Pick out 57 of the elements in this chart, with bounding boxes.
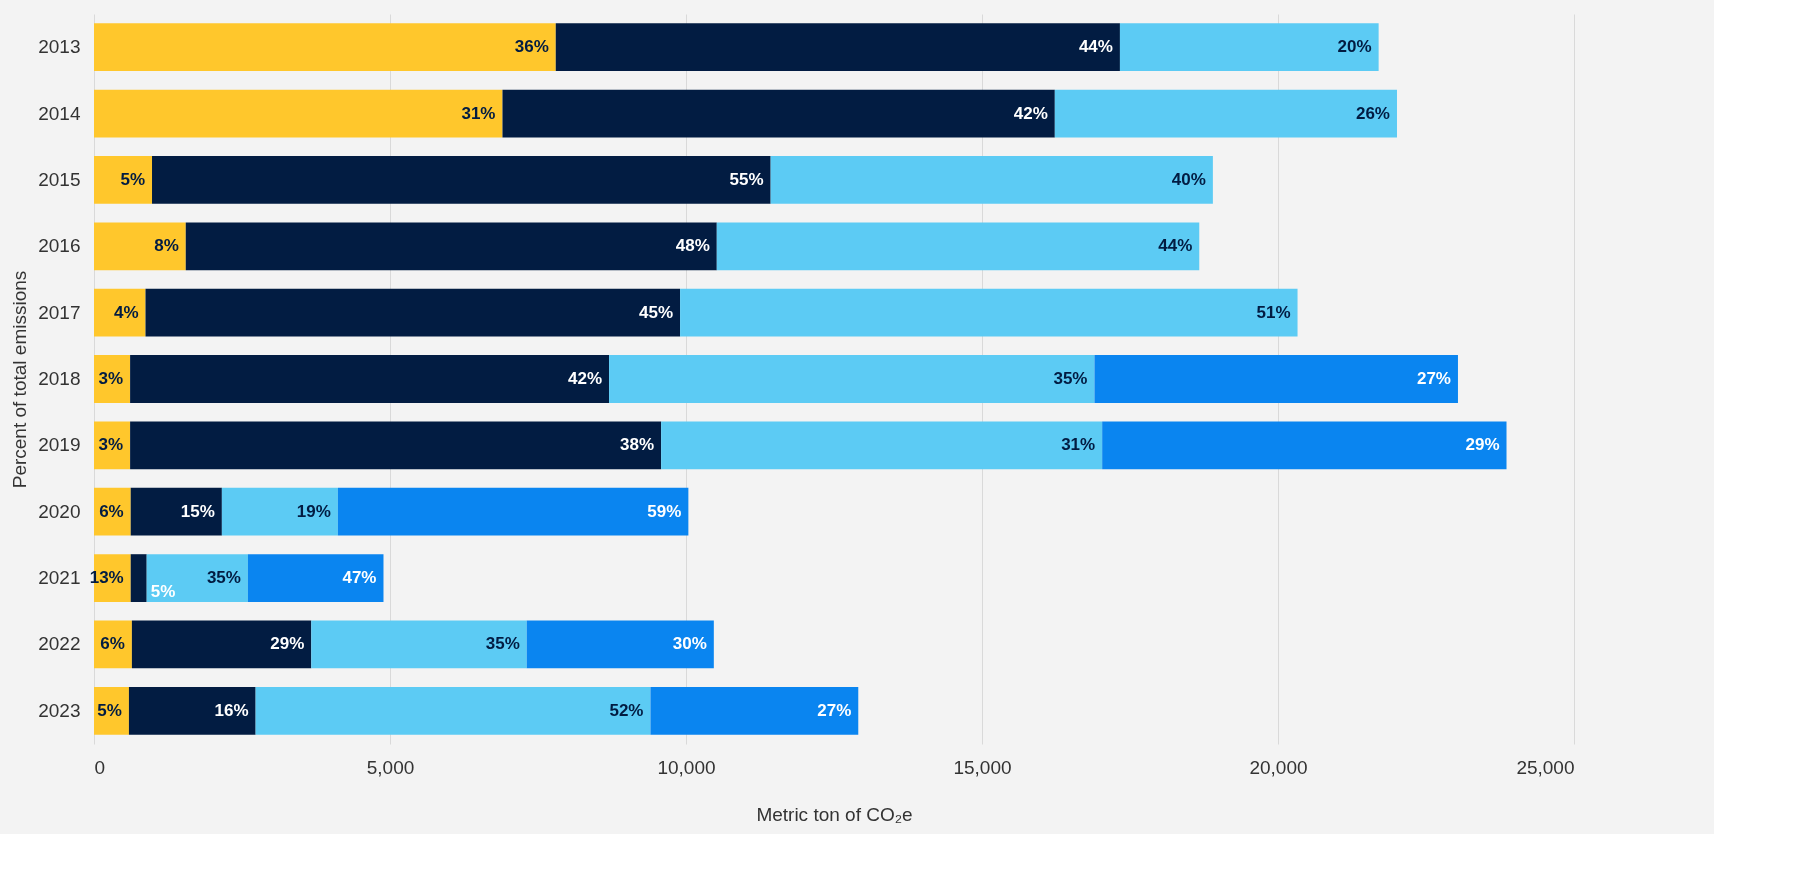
annotation: 5%	[120, 169, 146, 189]
y-tick-label: 2018	[38, 368, 81, 389]
y-tick-label: 2014	[38, 102, 81, 124]
annotation: 35%	[206, 568, 241, 588]
annotation: 19%	[296, 501, 331, 521]
annotation: 6%	[100, 634, 125, 654]
annotation: 6%	[99, 501, 124, 521]
annotation: 35%	[485, 634, 520, 654]
annotation: 20%	[1337, 37, 1372, 57]
annotation: 4%	[113, 302, 139, 322]
y-tick-label: 2020	[38, 500, 81, 522]
x-tick-label: 25,000	[1516, 756, 1575, 778]
annotation: 15%	[180, 501, 215, 521]
annotation: 31%	[1061, 435, 1096, 455]
x-tick-label: 20,000	[1249, 756, 1308, 778]
annotation: 31%	[461, 103, 496, 123]
annotation: 26%	[1355, 103, 1390, 123]
annotation: 16%	[214, 700, 249, 720]
annotation: 44%	[1158, 236, 1193, 256]
annotation: 51%	[1256, 302, 1291, 322]
annotation: 52%	[609, 700, 644, 720]
annotation: 35%	[1053, 369, 1088, 388]
annotation: 48%	[675, 236, 710, 256]
x-tick-label: 5,000	[366, 756, 415, 778]
x-tick-label: 0	[94, 756, 106, 778]
y-tick-label: 2017	[38, 301, 81, 323]
y-tick-label: 2019	[38, 434, 81, 456]
x-axis-title: Metric ton of CO₂e	[756, 803, 913, 825]
annotation: 30%	[672, 634, 707, 654]
x-tick-label: 10,000	[657, 756, 716, 778]
annotation: 36%	[514, 37, 549, 57]
annotation: 29%	[1465, 435, 1500, 455]
y-tick-label: 2013	[38, 36, 81, 58]
annotation: 47%	[342, 568, 377, 588]
annotation: 40%	[1171, 169, 1206, 189]
annotation: 59%	[647, 501, 682, 521]
annotation: 5%	[97, 700, 122, 720]
annotation: 42%	[1013, 103, 1048, 123]
annotation: 44%	[1078, 37, 1113, 57]
y-tick-label: 2016	[38, 235, 81, 257]
y-tick-label: 2023	[38, 699, 81, 721]
annotation: 27%	[817, 700, 852, 720]
annotation: 42%	[568, 369, 603, 388]
y-axis-title: Percent of total emissions	[9, 270, 31, 489]
annotation: 8%	[154, 236, 179, 256]
annotation: 3%	[98, 435, 124, 455]
annotation: 38%	[620, 435, 655, 455]
y-tick-label: 2015	[38, 168, 81, 190]
annotation: 27%	[1416, 369, 1451, 388]
annotation: 5%	[150, 582, 176, 602]
annotation: 55%	[729, 169, 764, 189]
annotation: 3%	[98, 369, 124, 388]
x-tick-label: 15,000	[953, 756, 1012, 778]
y-tick-label: 2021	[38, 567, 81, 589]
annotation: 29%	[270, 634, 305, 654]
annotation: 45%	[639, 302, 674, 322]
y-tick-label: 2022	[38, 633, 81, 655]
